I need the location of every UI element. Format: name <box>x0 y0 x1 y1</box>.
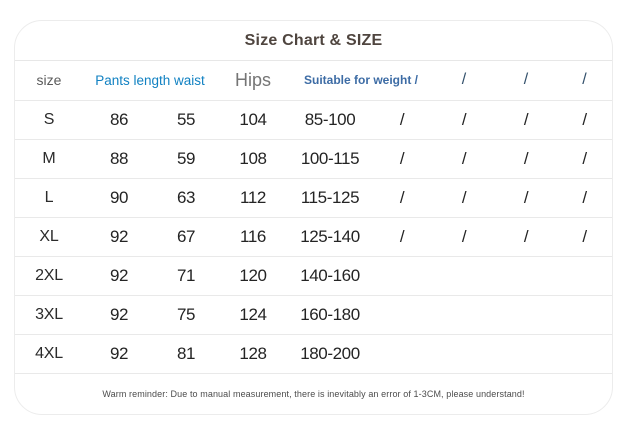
value-cell: 112 <box>217 178 289 218</box>
value-cell: 92 <box>83 334 155 374</box>
value-cell: 85-100 <box>289 100 371 140</box>
value-cell: / <box>495 100 558 140</box>
value-cell: 86 <box>83 100 155 140</box>
size-label-cell: 4XL <box>15 334 83 374</box>
size-table-body: S 86 55 104 85-100// / / M 88 59 108 100-115// / / L 90… <box>15 100 612 374</box>
value-cell: / <box>495 178 558 218</box>
value-cell: 104 <box>217 100 289 140</box>
header-slash-placeholder: / <box>495 61 558 101</box>
value-cell: 124 <box>217 295 289 335</box>
value-cell: / <box>495 139 558 179</box>
value-cell: 90 <box>83 178 155 218</box>
value-cell <box>557 334 612 374</box>
table-row: M 88 59 108 100-115// / / <box>15 139 612 179</box>
header-slash-placeholder: / <box>557 61 612 101</box>
size-label-cell: M <box>15 139 83 179</box>
value-cell: / <box>433 100 496 140</box>
value-cell: 59 <box>155 139 217 179</box>
table-row: 4XL 92 81 128 180-200 <box>15 334 612 374</box>
value-cell <box>433 256 496 296</box>
value-cell <box>371 295 434 335</box>
value-cell <box>495 334 558 374</box>
table-row: 3XL 92 75 124 160-180 <box>15 295 612 335</box>
header-suitable-weight: Suitable for weight / <box>289 61 434 101</box>
value-cell <box>495 256 558 296</box>
header-size: size <box>15 61 83 101</box>
value-cell: 116 <box>217 217 289 257</box>
table-row: S 86 55 104 85-100// / / <box>15 100 612 140</box>
value-cell: 180-200 <box>289 334 371 374</box>
value-cell: / <box>433 217 496 257</box>
value-cell: 108 <box>217 139 289 179</box>
table-row: L 90 63 112 115-125// / / <box>15 178 612 218</box>
value-cell <box>495 295 558 335</box>
value-cell: / <box>371 217 434 257</box>
value-cell: 92 <box>83 295 155 335</box>
value-cell <box>371 334 434 374</box>
chart-title: Size Chart & SIZE <box>15 21 612 61</box>
value-cell: 115-125 <box>289 178 371 218</box>
value-cell: 125-140 <box>289 217 371 257</box>
size-label-cell: 2XL <box>15 256 83 296</box>
value-cell: 92 <box>83 217 155 257</box>
size-label-cell: S <box>15 100 83 140</box>
value-cell: 81 <box>155 334 217 374</box>
value-cell: 100-115 <box>289 139 371 179</box>
size-label-cell: 3XL <box>15 295 83 335</box>
value-cell: 140-160 <box>289 256 371 296</box>
value-cell: 55 <box>155 100 217 140</box>
value-cell: / <box>557 178 612 218</box>
value-cell: 71 <box>155 256 217 296</box>
value-cell <box>371 256 434 296</box>
size-table: size Pants length waist Hips Suitable fo… <box>15 61 612 374</box>
value-cell: / <box>433 139 496 179</box>
value-cell <box>433 334 496 374</box>
size-chart-card: Size Chart & SIZE size Pants length wais… <box>14 20 613 415</box>
value-cell: 67 <box>155 217 217 257</box>
value-cell: 160-180 <box>289 295 371 335</box>
table-row: XL 92 67 116 125-140// / / <box>15 217 612 257</box>
value-cell: 63 <box>155 178 217 218</box>
value-cell <box>557 295 612 335</box>
value-cell: 120 <box>217 256 289 296</box>
value-cell: / <box>371 100 434 140</box>
value-cell: 128 <box>217 334 289 374</box>
header-hips: Hips <box>217 61 289 101</box>
value-cell: / <box>371 178 434 218</box>
value-cell: 75 <box>155 295 217 335</box>
value-cell: / <box>557 139 612 179</box>
value-cell: 92 <box>83 256 155 296</box>
value-cell: / <box>557 217 612 257</box>
size-label-cell: L <box>15 178 83 218</box>
value-cell: 88 <box>83 139 155 179</box>
table-header-row: size Pants length waist Hips Suitable fo… <box>15 61 612 101</box>
value-cell: / <box>371 139 434 179</box>
reminder-note: Warm reminder: Due to manual measurement… <box>102 388 525 399</box>
size-label-cell: XL <box>15 217 83 257</box>
value-cell <box>433 295 496 335</box>
value-cell: / <box>433 178 496 218</box>
value-cell: / <box>495 217 558 257</box>
table-row: 2XL 92 71 120 140-160 <box>15 256 612 296</box>
header-pants-length-waist: Pants length waist <box>83 61 217 101</box>
value-cell <box>557 256 612 296</box>
header-slash-placeholder: / <box>433 61 496 101</box>
value-cell: / <box>557 100 612 140</box>
